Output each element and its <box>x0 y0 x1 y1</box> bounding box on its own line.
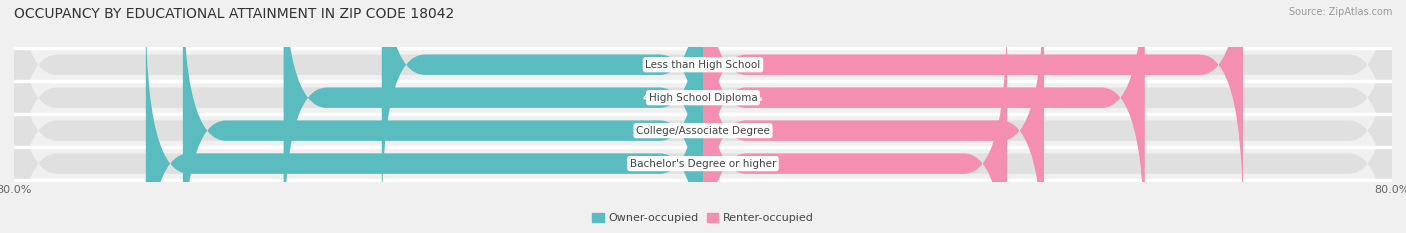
Text: Less than High School: Less than High School <box>645 60 761 70</box>
FancyBboxPatch shape <box>183 0 703 233</box>
Text: Source: ZipAtlas.com: Source: ZipAtlas.com <box>1288 7 1392 17</box>
Text: OCCUPANCY BY EDUCATIONAL ATTAINMENT IN ZIP CODE 18042: OCCUPANCY BY EDUCATIONAL ATTAINMENT IN Z… <box>14 7 454 21</box>
Text: 62.7%: 62.7% <box>724 60 763 70</box>
FancyBboxPatch shape <box>14 9 1392 233</box>
Text: High School Diploma: High School Diploma <box>648 93 758 103</box>
Text: 35.3%: 35.3% <box>724 159 763 169</box>
Text: 60.4%: 60.4% <box>643 126 682 136</box>
FancyBboxPatch shape <box>703 9 1007 233</box>
FancyBboxPatch shape <box>14 0 1392 233</box>
FancyBboxPatch shape <box>14 0 1392 233</box>
Text: 37.3%: 37.3% <box>643 60 682 70</box>
Text: College/Associate Degree: College/Associate Degree <box>636 126 770 136</box>
Legend: Owner-occupied, Renter-occupied: Owner-occupied, Renter-occupied <box>588 208 818 228</box>
Text: Bachelor's Degree or higher: Bachelor's Degree or higher <box>630 159 776 169</box>
Text: 48.7%: 48.7% <box>643 93 682 103</box>
FancyBboxPatch shape <box>703 0 1045 233</box>
Text: 64.7%: 64.7% <box>643 159 682 169</box>
FancyBboxPatch shape <box>703 0 1243 219</box>
Text: 39.6%: 39.6% <box>724 126 763 136</box>
Text: 51.3%: 51.3% <box>724 93 763 103</box>
FancyBboxPatch shape <box>382 0 703 219</box>
FancyBboxPatch shape <box>703 0 1144 233</box>
FancyBboxPatch shape <box>14 0 1392 219</box>
FancyBboxPatch shape <box>146 9 703 233</box>
FancyBboxPatch shape <box>284 0 703 233</box>
